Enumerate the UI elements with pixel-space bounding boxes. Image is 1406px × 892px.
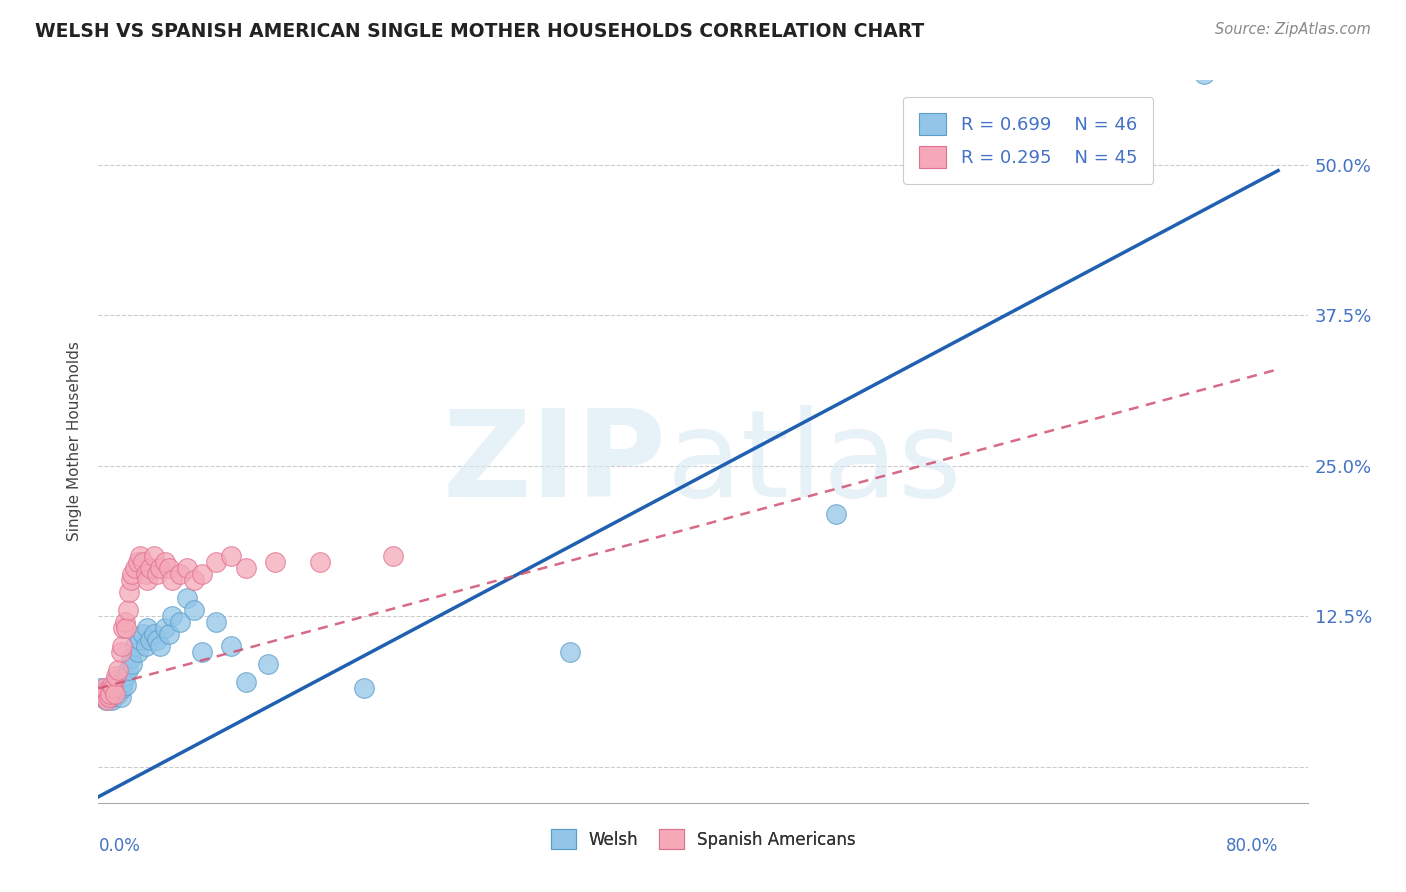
Point bbox=[93, 681, 115, 696]
Point bbox=[107, 664, 129, 678]
Point bbox=[90, 685, 112, 699]
Point bbox=[98, 685, 121, 699]
Legend: Welsh, Spanish Americans: Welsh, Spanish Americans bbox=[544, 822, 862, 856]
Point bbox=[100, 693, 122, 707]
Point bbox=[117, 664, 139, 678]
Point bbox=[264, 555, 287, 569]
Point bbox=[160, 573, 183, 587]
Point bbox=[169, 567, 191, 582]
Point bbox=[139, 633, 162, 648]
Point bbox=[149, 561, 172, 575]
Point bbox=[176, 561, 198, 575]
Point bbox=[110, 690, 132, 704]
Point bbox=[124, 561, 146, 575]
Point bbox=[114, 669, 136, 683]
Point bbox=[128, 633, 150, 648]
Y-axis label: Single Mother Households: Single Mother Households bbox=[67, 342, 83, 541]
Point bbox=[124, 639, 146, 653]
Point bbox=[96, 690, 118, 704]
Point bbox=[146, 633, 169, 648]
Point bbox=[149, 639, 172, 653]
Point bbox=[89, 681, 111, 696]
Point bbox=[112, 621, 135, 635]
Point bbox=[117, 603, 139, 617]
Point bbox=[114, 615, 136, 630]
Point bbox=[91, 690, 114, 704]
Point bbox=[235, 675, 257, 690]
Point bbox=[205, 555, 228, 569]
Point bbox=[101, 690, 124, 704]
Point bbox=[98, 687, 121, 701]
Point bbox=[146, 567, 169, 582]
Point bbox=[121, 657, 143, 672]
Point bbox=[104, 687, 127, 701]
Point bbox=[183, 603, 205, 617]
Point bbox=[136, 573, 159, 587]
Point bbox=[169, 615, 191, 630]
Point bbox=[105, 669, 128, 683]
Point bbox=[97, 690, 120, 704]
Point bbox=[219, 549, 242, 563]
Point bbox=[127, 645, 149, 659]
Point bbox=[135, 639, 157, 653]
Point bbox=[131, 555, 153, 569]
Point bbox=[157, 561, 180, 575]
Point bbox=[257, 657, 280, 672]
Point bbox=[107, 687, 129, 701]
Text: WELSH VS SPANISH AMERICAN SINGLE MOTHER HOUSEHOLDS CORRELATION CHART: WELSH VS SPANISH AMERICAN SINGLE MOTHER … bbox=[35, 22, 924, 41]
Point bbox=[89, 685, 111, 699]
Point bbox=[101, 681, 124, 696]
Point bbox=[153, 621, 176, 635]
Point bbox=[120, 573, 142, 587]
Point bbox=[235, 561, 257, 575]
Point bbox=[94, 685, 117, 699]
Point bbox=[111, 681, 134, 696]
Text: ZIP: ZIP bbox=[443, 405, 666, 522]
Point bbox=[131, 627, 153, 641]
Point bbox=[90, 687, 112, 701]
Point bbox=[219, 639, 242, 653]
Point bbox=[183, 573, 205, 587]
Text: 0.0%: 0.0% bbox=[98, 837, 141, 855]
Point bbox=[824, 507, 846, 521]
Point bbox=[115, 678, 138, 692]
Point bbox=[94, 693, 117, 707]
Point bbox=[143, 627, 166, 641]
Text: atlas: atlas bbox=[666, 405, 962, 522]
Point bbox=[93, 687, 115, 701]
Point bbox=[190, 567, 212, 582]
Point bbox=[1194, 67, 1216, 81]
Point bbox=[127, 555, 149, 569]
Point bbox=[136, 621, 159, 635]
Point bbox=[100, 678, 122, 692]
Point bbox=[205, 615, 228, 630]
Point bbox=[308, 555, 330, 569]
Text: 80.0%: 80.0% bbox=[1226, 837, 1278, 855]
Point bbox=[176, 591, 198, 605]
Point bbox=[91, 690, 114, 704]
Point bbox=[153, 555, 176, 569]
Point bbox=[190, 645, 212, 659]
Point bbox=[111, 639, 134, 653]
Point bbox=[121, 567, 143, 582]
Point bbox=[160, 609, 183, 624]
Point bbox=[105, 673, 128, 687]
Point bbox=[560, 645, 582, 659]
Text: Source: ZipAtlas.com: Source: ZipAtlas.com bbox=[1215, 22, 1371, 37]
Point bbox=[96, 693, 118, 707]
Point bbox=[353, 681, 375, 696]
Point bbox=[112, 675, 135, 690]
Point bbox=[135, 567, 157, 582]
Point bbox=[143, 549, 166, 563]
Point bbox=[118, 585, 141, 599]
Point bbox=[110, 645, 132, 659]
Point bbox=[157, 627, 180, 641]
Point bbox=[382, 549, 405, 563]
Point bbox=[97, 687, 120, 701]
Point bbox=[128, 549, 150, 563]
Point bbox=[104, 678, 127, 692]
Point bbox=[139, 561, 162, 575]
Point bbox=[120, 651, 142, 665]
Point bbox=[115, 621, 138, 635]
